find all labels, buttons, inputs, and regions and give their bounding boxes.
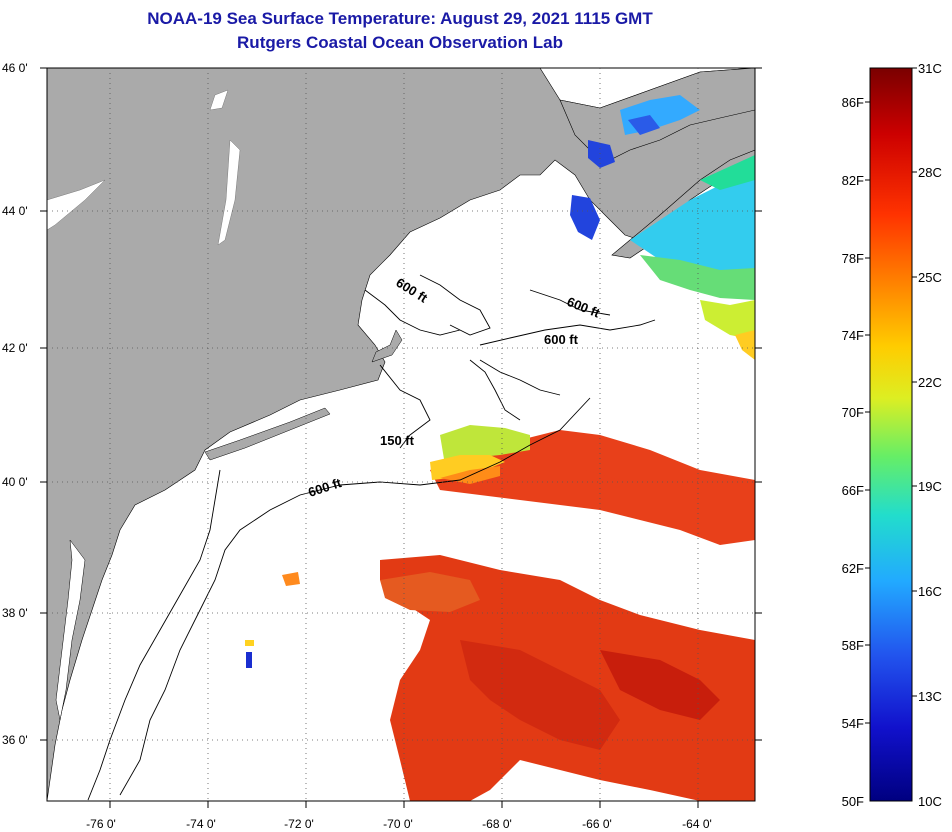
colorbar	[869, 67, 913, 802]
lon-label: -64 0'	[682, 817, 712, 831]
colorbar-f-label: 78F	[842, 251, 864, 266]
colorbar-c-label: 19C	[918, 479, 942, 494]
colorbar-c-label: 25C	[918, 270, 942, 285]
colorbar-f-label: 50F	[842, 794, 864, 809]
colorbar-c-label: 10C	[918, 794, 942, 809]
colorbar-c-label: 31C	[918, 61, 942, 76]
lat-label: 46 0'	[2, 61, 28, 75]
colorbar-f-label: 82F	[842, 173, 864, 188]
bathymetry-contours	[87, 274, 656, 801]
lon-label: -76 0'	[86, 817, 116, 831]
lake	[47, 179, 106, 231]
lat-label: 36 0'	[2, 733, 28, 747]
colorbar-f-label: 58F	[842, 638, 864, 653]
colorbar-c-label: 16C	[918, 584, 942, 599]
lon-label: -74 0'	[186, 817, 216, 831]
colorbar-f-label: 74F	[842, 328, 864, 343]
axis-ticks	[40, 67, 762, 808]
lake	[217, 139, 241, 246]
land-cape-cod	[371, 329, 403, 363]
lon-label: -70 0'	[383, 817, 413, 831]
chesapeake-bay	[55, 539, 86, 721]
lat-label: 44 0'	[2, 204, 28, 218]
map-subtitle: Rutgers Coastal Ocean Observation Lab	[237, 33, 563, 52]
colorbar-c-label: 13C	[918, 689, 942, 704]
colorbar-f-label: 70F	[842, 405, 864, 420]
lon-label: -72 0'	[284, 817, 314, 831]
colorbar-c-label: 22C	[918, 375, 942, 390]
lake	[209, 89, 229, 111]
sst-warm-region	[245, 430, 755, 801]
map-title: NOAA-19 Sea Surface Temperature: August …	[147, 9, 653, 28]
colorbar-c-label: 28C	[918, 165, 942, 180]
lat-label: 42 0'	[2, 341, 28, 355]
contour-label: 150 ft	[380, 433, 415, 448]
land-long-island	[204, 407, 331, 461]
colorbar-f-label: 66F	[842, 483, 864, 498]
lon-label: -66 0'	[582, 817, 612, 831]
colorbar-ticks	[865, 67, 917, 724]
sst-shelf-front	[430, 425, 530, 484]
lat-label: 40 0'	[2, 475, 28, 489]
lon-label: -68 0'	[482, 817, 512, 831]
map-frame	[46, 67, 756, 802]
colorbar-f-label: 62F	[842, 561, 864, 576]
sst-cool-region	[570, 95, 755, 360]
colorbar-f-label: 54F	[842, 716, 864, 731]
graticule	[47, 68, 755, 801]
lat-label: 38 0'	[2, 606, 28, 620]
colorbar-f-label: 86F	[842, 95, 864, 110]
contour-label: 600 ft	[544, 332, 579, 347]
